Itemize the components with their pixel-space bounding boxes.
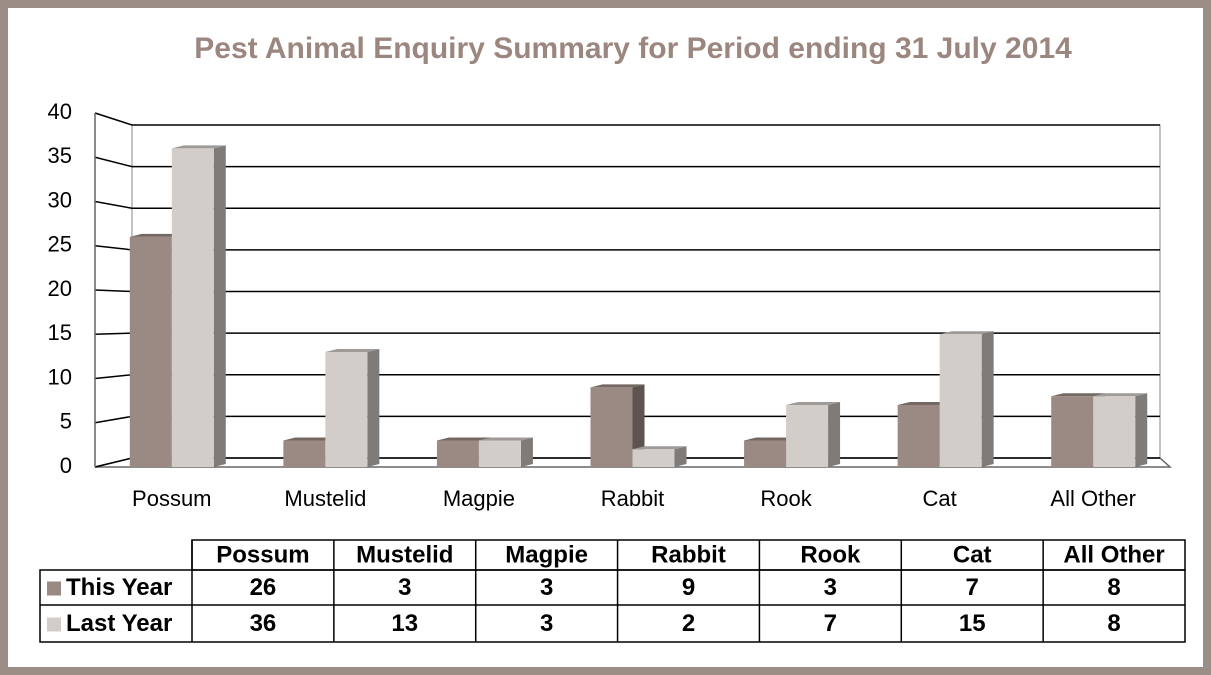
grid-line: [94, 112, 1160, 126]
table-cell: 15: [959, 610, 986, 637]
table-cell: 7: [966, 574, 979, 601]
bar-front: [283, 440, 326, 467]
bar-front: [1051, 396, 1094, 467]
bar-side: [1135, 393, 1148, 467]
bar: [590, 384, 645, 467]
table-cell: 3: [824, 574, 837, 601]
bar: [939, 331, 994, 467]
table-cell: 3: [398, 574, 411, 601]
bar: [1093, 393, 1148, 467]
bar-front: [590, 387, 633, 467]
table-cell: 8: [1107, 574, 1120, 601]
y-tick-label: 20: [48, 276, 72, 301]
bar-top: [590, 384, 645, 388]
bar-top: [939, 331, 994, 335]
bar-front: [1093, 396, 1136, 467]
x-tick-label: Magpie: [443, 486, 515, 511]
bar-front: [897, 405, 940, 467]
table-cell: 9: [682, 574, 695, 601]
bar-front: [744, 440, 787, 467]
bar-side: [632, 384, 645, 467]
bar-front: [325, 351, 368, 467]
table-cell: 3: [540, 610, 553, 637]
grid-line: [94, 156, 1160, 168]
bar-top: [436, 437, 491, 441]
bar-top: [632, 446, 687, 450]
bar-front: [939, 334, 982, 467]
bar-front: [632, 449, 675, 467]
x-tick-label: All Other: [1050, 486, 1136, 511]
x-tick-label: Possum: [132, 486, 211, 511]
x-tick-label: Rabbit: [601, 486, 665, 511]
bar-top: [1093, 393, 1148, 397]
chart-title: Pest Animal Enquiry Summary for Period e…: [194, 32, 1072, 65]
y-tick-label: 35: [48, 143, 72, 168]
bar-front: [786, 405, 829, 467]
y-tick-label: 30: [48, 187, 72, 212]
bar-front: [129, 236, 172, 467]
bar-top: [897, 402, 952, 406]
table-cell: 2: [682, 610, 695, 637]
bar: [786, 402, 841, 467]
bar-top: [786, 402, 841, 406]
table-header: Rook: [800, 541, 861, 568]
bar-side: [213, 145, 226, 467]
bar-side: [520, 437, 533, 467]
bar-top: [478, 437, 533, 441]
bar: [632, 446, 687, 467]
y-tick-label: 40: [48, 99, 72, 124]
table-header: Rabbit: [651, 541, 726, 568]
table-cell: 26: [250, 574, 277, 601]
table-cell: 8: [1107, 610, 1120, 637]
legend-label: Last Year: [66, 610, 172, 637]
table-cell: 13: [391, 610, 418, 637]
bar-top: [744, 437, 799, 441]
bar-side: [828, 402, 841, 467]
bar-top: [325, 348, 380, 352]
y-tick-label: 10: [48, 364, 72, 389]
bar-side: [981, 331, 994, 467]
bar: [478, 437, 533, 467]
bar-front: [436, 440, 479, 467]
y-tick-label: 0: [60, 453, 72, 478]
y-tick-label: 15: [48, 320, 72, 345]
grid-line: [94, 200, 1160, 209]
bar: [171, 145, 226, 467]
bar-top: [283, 437, 338, 441]
table-border: [39, 569, 1186, 643]
x-tick-label: Cat: [923, 486, 957, 511]
legend-swatch: [47, 617, 61, 632]
bar: [325, 348, 380, 467]
table-header: Possum: [216, 541, 309, 568]
bar-top: [171, 145, 226, 149]
table-header: Magpie: [505, 541, 588, 568]
table-cell: 36: [250, 610, 277, 637]
bar-side: [674, 446, 687, 467]
y-tick-label: 5: [60, 409, 72, 434]
bar-top: [129, 233, 184, 237]
table-header: All Other: [1063, 541, 1164, 568]
legend-label: This Year: [66, 574, 172, 601]
table-header: Mustelid: [356, 541, 453, 568]
bar-front: [171, 148, 214, 467]
bar-top: [1051, 393, 1106, 397]
x-tick-label: Mustelid: [284, 486, 366, 511]
x-tick-label: Rook: [760, 486, 812, 511]
table-header: Cat: [953, 541, 992, 568]
table-cell: 3: [540, 574, 553, 601]
bar-side: [367, 348, 380, 467]
legend-swatch: [47, 581, 61, 596]
bar-front: [478, 440, 521, 467]
y-tick-label: 25: [48, 232, 72, 257]
table-cell: 7: [824, 610, 837, 637]
